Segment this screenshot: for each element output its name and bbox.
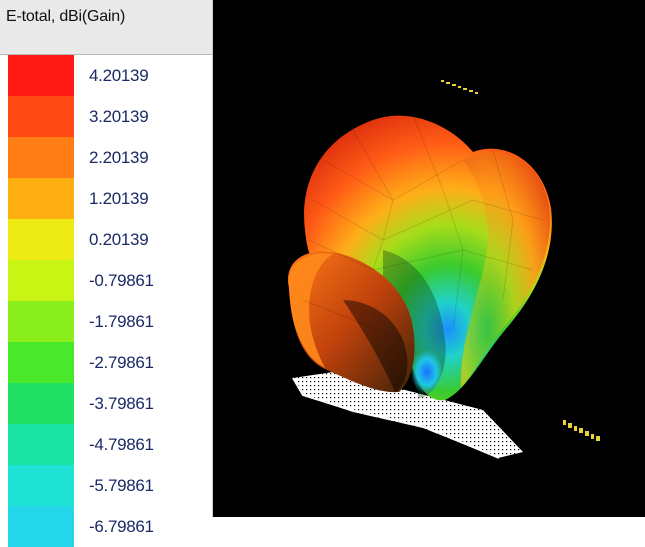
legend-value: -6.79861 [89,517,154,536]
legend-value: -4.79861 [89,435,154,454]
pattern-null [411,350,443,394]
legend-value: -0.79861 [89,271,154,290]
legend-swatch [8,55,74,96]
axis-marker-right [563,420,600,441]
legend-row: -4.79861 [0,424,212,465]
legend-swatch [8,383,74,424]
legend-value: 4.20139 [89,66,149,85]
legend-row: -0.79861 [0,260,212,301]
legend-swatch [8,260,74,301]
right-lobe [460,151,550,388]
legend-value: -3.79861 [89,394,154,413]
legend-row: 2.20139 [0,137,212,178]
legend-row: -6.79861 [0,506,212,547]
legend-swatch [8,342,74,383]
legend-value: 1.20139 [89,189,149,208]
3d-radiation-pattern-viewport[interactable] [213,0,645,517]
legend-swatch [8,301,74,342]
legend-title: E-total, dBi(Gain) [6,8,126,25]
legend-value: -2.79861 [89,353,154,372]
mesh-facets [302,114,544,341]
axis-marker-top [441,80,478,94]
legend-swatch [8,96,74,137]
ground-plane-edge [292,377,500,459]
legend-swatch [8,178,74,219]
legend-row: -5.79861 [0,465,212,506]
legend-header: E-total, dBi(Gain) [0,0,212,55]
legend-value: 3.20139 [89,107,149,126]
legend-row: -2.79861 [0,342,212,383]
legend-value: 2.20139 [89,148,149,167]
legend-row: -3.79861 [0,383,212,424]
legend-scale: 4.20139 3.20139 2.20139 1.20139 0.20139 … [0,55,212,547]
ground-plane [293,372,523,458]
legend-swatch [8,506,74,547]
gain-legend-panel: E-total, dBi(Gain) 4.20139 3.20139 2.201… [0,0,213,547]
legend-value: -1.79861 [89,312,154,331]
radiation-pattern-plot [288,80,600,459]
legend-row: 4.20139 [0,55,212,96]
legend-swatch [8,424,74,465]
legend-value: 0.20139 [89,230,149,249]
legend-row: 3.20139 [0,96,212,137]
front-lobe-face [288,253,333,368]
legend-row: -1.79861 [0,301,212,342]
legend-swatch [8,219,74,260]
legend-row: 0.20139 [0,219,212,260]
front-lobe-shade [343,300,408,392]
legend-row: 1.20139 [0,178,212,219]
legend-swatch [8,465,74,506]
legend-value: -5.79861 [89,476,154,495]
legend-swatch [8,137,74,178]
